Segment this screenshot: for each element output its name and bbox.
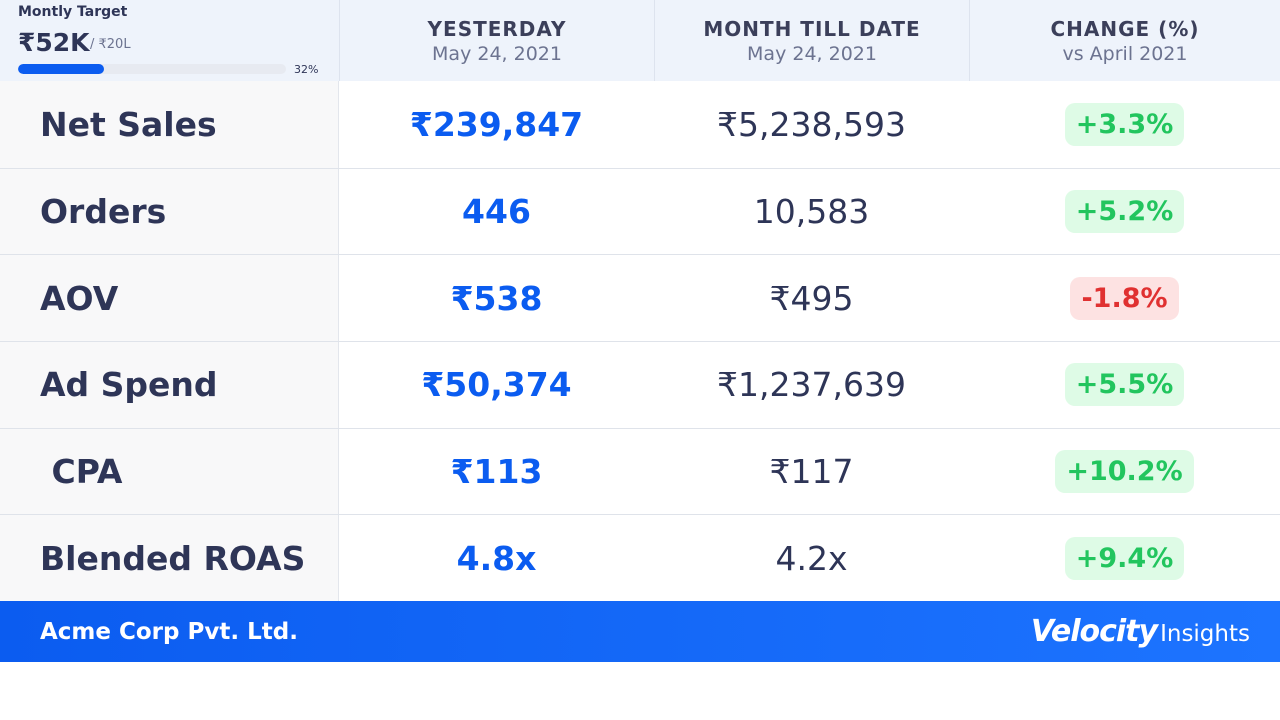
brand-suffix: Insights xyxy=(1160,621,1250,647)
column-subtitle: vs April 2021 xyxy=(1062,42,1188,65)
month-till-date-value: ₹5,238,593 xyxy=(717,104,906,144)
month-till-date-value: ₹495 xyxy=(769,278,854,318)
yesterday-value: ₹538 xyxy=(450,278,543,318)
change-badge: +10.2% xyxy=(1055,450,1194,494)
table-row: AOV ₹538 ₹495 -1.8% xyxy=(0,254,1280,342)
change-cell: +3.3% xyxy=(969,81,1280,168)
change-badge: +5.2% xyxy=(1064,190,1185,234)
month-till-date-value: 4.2x xyxy=(775,538,848,578)
target-label: Montly Target xyxy=(18,4,128,20)
column-header-month-till-date: MONTH TILL DATE May 24, 2021 xyxy=(654,0,969,81)
table-row: Ad Spend ₹50,374 ₹1,237,639 +5.5% xyxy=(0,341,1280,428)
yesterday-value: ₹50,374 xyxy=(421,365,572,405)
change-badge: +9.4% xyxy=(1064,536,1185,580)
change-cell: +10.2% xyxy=(969,429,1280,515)
column-header-change: CHANGE (%) vs April 2021 xyxy=(969,0,1280,81)
yesterday-value: ₹113 xyxy=(450,452,543,492)
yesterday-value: 4.8x xyxy=(456,538,537,578)
brand-name: Velocity xyxy=(1030,614,1158,649)
monthly-target-panel: Montly Target ₹52K / ₹20L 32% xyxy=(0,0,339,81)
footer-bar: Acme Corp Pvt. Ltd. Velocity Insights xyxy=(0,601,1280,662)
metric-label: AOV xyxy=(0,255,339,342)
dashboard-header: Montly Target ₹52K / ₹20L 32% YESTERDAY … xyxy=(0,0,1280,81)
metric-label: CPA xyxy=(0,428,339,515)
target-goal: / ₹20L xyxy=(90,37,131,52)
column-title: MONTH TILL DATE xyxy=(703,16,921,41)
column-title: CHANGE (%) xyxy=(1050,16,1200,41)
month-till-date-value: ₹117 xyxy=(769,452,854,492)
target-value: ₹52K xyxy=(18,28,90,57)
metric-label: Ad Spend xyxy=(0,342,339,428)
change-cell: +9.4% xyxy=(969,515,1280,601)
table-row: Blended ROAS 4.8x 4.2x +9.4% xyxy=(0,514,1280,602)
month-till-date-value: 10,583 xyxy=(753,192,870,232)
column-header-yesterday: YESTERDAY May 24, 2021 xyxy=(339,0,654,81)
metric-label: Net Sales xyxy=(0,81,339,168)
company-name: Acme Corp Pvt. Ltd. xyxy=(40,618,298,645)
change-cell: +5.2% xyxy=(969,169,1280,255)
target-progress-percent: 32% xyxy=(294,63,319,76)
change-cell: +5.5% xyxy=(969,342,1280,428)
change-badge: +5.5% xyxy=(1064,363,1185,407)
metric-label: Blended ROAS xyxy=(0,515,339,602)
change-badge: -1.8% xyxy=(1070,276,1179,320)
metric-label: Orders xyxy=(0,168,339,255)
column-subtitle: May 24, 2021 xyxy=(747,42,877,65)
column-title: YESTERDAY xyxy=(427,16,567,41)
table-row: Orders 446 10,583 +5.2% xyxy=(0,167,1280,255)
target-progress-fill xyxy=(18,64,104,74)
change-badge: +3.3% xyxy=(1064,102,1185,146)
table-row: Net Sales ₹239,847 ₹5,238,593 +3.3% xyxy=(0,81,1280,168)
metrics-table: Net Sales ₹239,847 ₹5,238,593 +3.3% Orde… xyxy=(0,81,1280,602)
column-subtitle: May 24, 2021 xyxy=(432,42,562,65)
yesterday-value: ₹239,847 xyxy=(409,104,584,144)
table-row: CPA ₹113 ₹117 +10.2% xyxy=(0,427,1280,515)
month-till-date-value: ₹1,237,639 xyxy=(717,365,906,405)
yesterday-value: 446 xyxy=(462,192,531,232)
brand-logo: Velocity Insights xyxy=(1031,614,1250,649)
change-cell: -1.8% xyxy=(969,255,1280,341)
target-progress-bar xyxy=(18,64,286,74)
